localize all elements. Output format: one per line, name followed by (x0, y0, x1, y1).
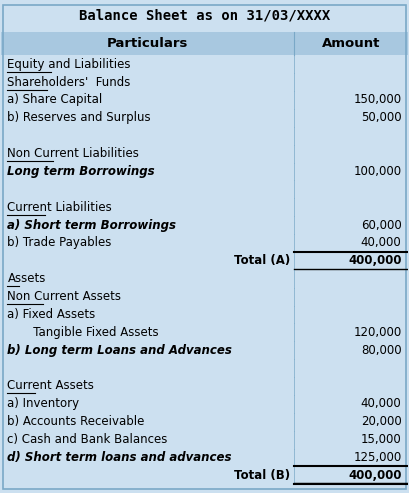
FancyBboxPatch shape (1, 341, 408, 359)
FancyBboxPatch shape (1, 323, 408, 341)
FancyBboxPatch shape (1, 252, 408, 270)
FancyBboxPatch shape (1, 466, 408, 484)
Text: a) Fixed Assets: a) Fixed Assets (7, 308, 96, 321)
Text: b) Accounts Receivable: b) Accounts Receivable (7, 415, 145, 428)
FancyBboxPatch shape (1, 431, 408, 449)
Text: d) Short term loans and advances: d) Short term loans and advances (7, 451, 232, 464)
FancyBboxPatch shape (1, 127, 408, 144)
FancyBboxPatch shape (1, 91, 408, 109)
Text: Non Current Liabilities: Non Current Liabilities (7, 147, 139, 160)
Text: 40,000: 40,000 (361, 397, 402, 410)
Text: b) Trade Payables: b) Trade Payables (7, 237, 112, 249)
Text: b) Reserves and Surplus: b) Reserves and Surplus (7, 111, 151, 124)
Text: 120,000: 120,000 (353, 326, 402, 339)
Text: c) Cash and Bank Balances: c) Cash and Bank Balances (7, 433, 168, 446)
Text: 20,000: 20,000 (361, 415, 402, 428)
Text: Total (A): Total (A) (234, 254, 290, 267)
Text: 80,000: 80,000 (361, 344, 402, 357)
FancyBboxPatch shape (1, 32, 408, 55)
Text: 60,000: 60,000 (361, 218, 402, 232)
Text: a) Inventory: a) Inventory (7, 397, 80, 410)
Text: Equity and Liabilities: Equity and Liabilities (7, 58, 131, 71)
Text: 125,000: 125,000 (353, 451, 402, 464)
Text: 150,000: 150,000 (353, 94, 402, 106)
Text: Particulars: Particulars (107, 37, 188, 50)
FancyBboxPatch shape (1, 234, 408, 252)
Text: Tangible Fixed Assets: Tangible Fixed Assets (22, 326, 158, 339)
FancyBboxPatch shape (1, 270, 408, 287)
FancyBboxPatch shape (1, 163, 408, 180)
FancyBboxPatch shape (1, 449, 408, 466)
Text: Non Current Assets: Non Current Assets (7, 290, 121, 303)
Text: 100,000: 100,000 (353, 165, 402, 178)
Text: a) Share Capital: a) Share Capital (7, 94, 103, 106)
Text: a) Short term Borrowings: a) Short term Borrowings (7, 218, 176, 232)
FancyBboxPatch shape (1, 395, 408, 413)
FancyBboxPatch shape (1, 180, 408, 198)
FancyBboxPatch shape (1, 198, 408, 216)
Text: Current Assets: Current Assets (7, 380, 94, 392)
FancyBboxPatch shape (1, 359, 408, 377)
FancyBboxPatch shape (1, 377, 408, 395)
FancyBboxPatch shape (1, 55, 408, 73)
FancyBboxPatch shape (1, 306, 408, 323)
Text: Current Liabilities: Current Liabilities (7, 201, 112, 214)
Text: Long term Borrowings: Long term Borrowings (7, 165, 155, 178)
Text: Shareholders'  Funds: Shareholders' Funds (7, 75, 131, 89)
Text: Total (B): Total (B) (234, 469, 290, 482)
FancyBboxPatch shape (1, 287, 408, 306)
FancyBboxPatch shape (1, 413, 408, 431)
Text: 50,000: 50,000 (361, 111, 402, 124)
Text: 15,000: 15,000 (361, 433, 402, 446)
Text: b) Long term Loans and Advances: b) Long term Loans and Advances (7, 344, 232, 357)
FancyBboxPatch shape (1, 109, 408, 127)
FancyBboxPatch shape (1, 216, 408, 234)
Text: 400,000: 400,000 (348, 469, 402, 482)
Text: 400,000: 400,000 (348, 254, 402, 267)
Text: Assets: Assets (7, 272, 46, 285)
Text: Amount: Amount (321, 37, 380, 50)
Text: 40,000: 40,000 (361, 237, 402, 249)
FancyBboxPatch shape (1, 73, 408, 91)
FancyBboxPatch shape (1, 144, 408, 163)
Text: Balance Sheet as on 31/03/XXXX: Balance Sheet as on 31/03/XXXX (79, 9, 330, 23)
